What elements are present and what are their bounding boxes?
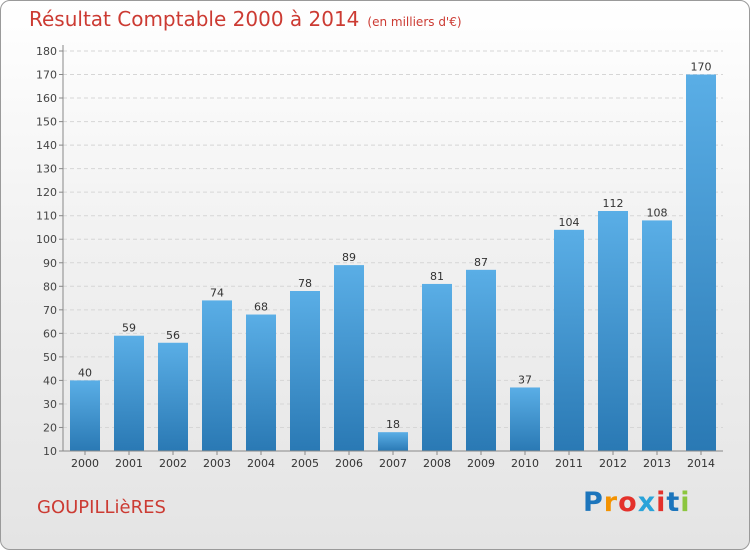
x-tick-label: 2013 <box>643 457 671 470</box>
chart-title: Résultat Comptable 2000 à 2014 (en millie… <box>29 7 462 31</box>
x-tick-label: 2005 <box>291 457 319 470</box>
y-tick-label: 70 <box>43 304 57 317</box>
logo-letter: P <box>583 487 604 518</box>
data-label: 170 <box>691 61 712 74</box>
y-tick-label: 150 <box>36 116 57 129</box>
y-tick-label: 60 <box>43 327 57 340</box>
x-tick-label: 2002 <box>159 457 187 470</box>
bars: 40 59 56 74 68 78 89 18 81 87 37 104 112 108 170 <box>70 61 716 451</box>
logo-letter: i <box>680 487 691 518</box>
x-tick-label: 2008 <box>423 457 451 470</box>
bar <box>334 265 364 451</box>
y-tick-label: 20 <box>43 421 57 434</box>
y-tick-label: 10 <box>43 445 57 458</box>
y-tick-label: 120 <box>36 186 57 199</box>
x-tick-label: 2006 <box>335 457 363 470</box>
x-tick-label: 2004 <box>247 457 275 470</box>
y-tick-label: 90 <box>43 257 57 270</box>
y-tick-label: 30 <box>43 398 57 411</box>
data-label: 87 <box>474 256 488 269</box>
chart-title-text: Résultat Comptable 2000 à 2014 <box>29 7 360 31</box>
x-tick-label: 2003 <box>203 457 231 470</box>
x-tick-label: 2001 <box>115 457 143 470</box>
y-tick-label: 170 <box>36 69 57 82</box>
bar <box>290 291 320 451</box>
y-tick-label: 160 <box>36 92 57 105</box>
y-tick-label: 140 <box>36 139 57 152</box>
logo-letter: x <box>637 487 657 518</box>
data-label: 68 <box>254 301 268 314</box>
bar <box>422 283 452 451</box>
x-tick-label: 2009 <box>467 457 495 470</box>
bar <box>554 229 584 451</box>
data-label: 81 <box>430 270 444 283</box>
bar <box>202 300 232 451</box>
data-label: 108 <box>647 206 668 219</box>
x-tick-label: 2000 <box>71 457 99 470</box>
grid-lines <box>63 50 723 452</box>
y-tick-label: 180 <box>36 45 57 58</box>
y-tick-label: 80 <box>43 280 57 293</box>
axes: 10 20 30 40 50 60 70 80 90 100 110 120 130 140 150 160 1… <box>36 45 723 470</box>
logo-letter: r <box>603 487 619 518</box>
data-label: 78 <box>298 277 312 290</box>
x-tick-label: 2011 <box>555 457 583 470</box>
x-tick-label: 2007 <box>379 457 407 470</box>
data-label: 37 <box>518 373 532 386</box>
bar <box>70 380 100 451</box>
bar <box>510 387 540 451</box>
bar <box>642 220 672 451</box>
y-tick-label: 40 <box>43 374 57 387</box>
x-tick-label: 2010 <box>511 457 539 470</box>
y-tick-label: 100 <box>36 233 57 246</box>
data-label: 40 <box>78 366 92 379</box>
data-label: 18 <box>386 418 400 431</box>
data-label: 74 <box>210 286 224 299</box>
commune-name: GOUPILLièRES <box>37 497 166 518</box>
bar <box>158 342 188 451</box>
bar <box>246 314 276 451</box>
bar <box>378 432 408 451</box>
x-tick-label: 2012 <box>599 457 627 470</box>
proxiti-logo: Proxiti <box>583 487 691 518</box>
logo-letter: o <box>618 487 638 518</box>
y-tick-label: 110 <box>36 210 57 223</box>
bar <box>466 269 496 451</box>
bar <box>114 335 144 451</box>
bar <box>598 211 628 451</box>
y-tick-label: 50 <box>43 351 57 364</box>
y-tick-label: 130 <box>36 163 57 176</box>
data-label: 89 <box>342 251 356 264</box>
data-label: 59 <box>122 322 136 335</box>
data-label: 56 <box>166 329 180 342</box>
bar <box>686 74 716 451</box>
x-tick-label: 2014 <box>687 457 715 470</box>
chart-subtitle: (en milliers d'€) <box>367 15 462 29</box>
logo-letter: i <box>656 487 667 518</box>
data-label: 112 <box>603 197 624 210</box>
data-label: 104 <box>559 216 580 229</box>
logo-letter: t <box>666 487 681 518</box>
